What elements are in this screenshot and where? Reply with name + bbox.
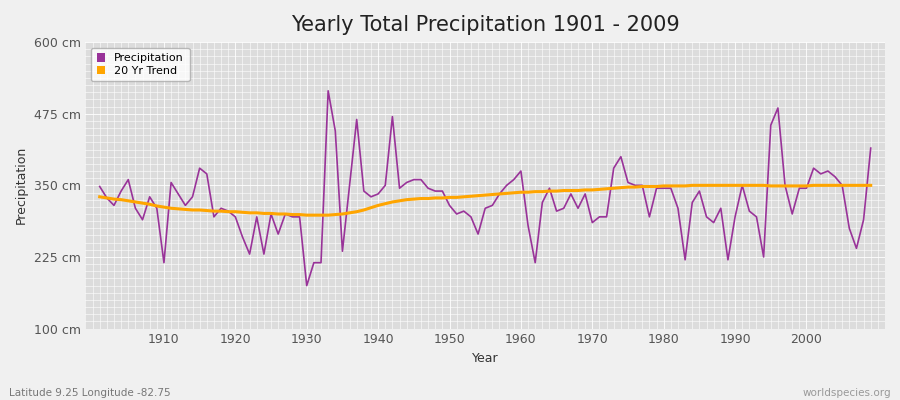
Precipitation	[302, 283, 312, 288]
20 Yr Trend	[523, 190, 534, 195]
20 Yr Trend	[94, 194, 105, 199]
Precipitation	[94, 184, 105, 189]
Precipitation	[616, 154, 626, 159]
Precipitation	[365, 194, 376, 199]
20 Yr Trend	[151, 204, 162, 208]
20 Yr Trend	[865, 183, 876, 188]
Precipitation	[530, 260, 541, 265]
Precipitation	[323, 88, 334, 93]
Precipitation	[865, 146, 876, 150]
20 Yr Trend	[358, 208, 369, 212]
Precipitation	[523, 223, 534, 228]
20 Yr Trend	[316, 213, 327, 218]
Line: Precipitation: Precipitation	[100, 91, 870, 286]
20 Yr Trend	[608, 186, 619, 191]
Y-axis label: Precipitation: Precipitation	[15, 146, 28, 224]
Line: 20 Yr Trend: 20 Yr Trend	[100, 185, 870, 215]
Title: Yearly Total Precipitation 1901 - 2009: Yearly Total Precipitation 1901 - 2009	[291, 15, 680, 35]
Text: worldspecies.org: worldspecies.org	[803, 388, 891, 398]
Legend: Precipitation, 20 Yr Trend: Precipitation, 20 Yr Trend	[91, 48, 190, 81]
X-axis label: Year: Year	[472, 352, 499, 365]
Precipitation	[151, 206, 162, 211]
20 Yr Trend	[302, 213, 312, 218]
20 Yr Trend	[687, 183, 698, 188]
Precipitation	[316, 260, 327, 265]
Text: Latitude 9.25 Longitude -82.75: Latitude 9.25 Longitude -82.75	[9, 388, 171, 398]
20 Yr Trend	[516, 190, 526, 195]
